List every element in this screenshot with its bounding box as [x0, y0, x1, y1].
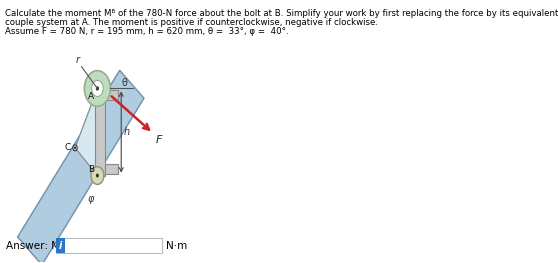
- Circle shape: [74, 146, 76, 149]
- Polygon shape: [105, 90, 118, 100]
- Circle shape: [96, 86, 99, 91]
- Text: Answer: Mᴮ =: Answer: Mᴮ =: [7, 241, 77, 251]
- Text: Calculate the moment Mᴮ of the 780-N force about the bolt at B. Simplify your wo: Calculate the moment Mᴮ of the 780-N for…: [5, 9, 558, 18]
- Text: couple system at A. The moment is positive if counterclockwise, negative if cloc: couple system at A. The moment is positi…: [5, 18, 378, 27]
- Circle shape: [91, 167, 104, 184]
- FancyBboxPatch shape: [56, 238, 162, 253]
- Text: Assume F = 780 N, r = 195 mm, h = 620 mm, θ =  33°, φ =  40°.: Assume F = 780 N, r = 195 mm, h = 620 mm…: [5, 27, 288, 36]
- Text: θ: θ: [122, 78, 128, 88]
- Text: A: A: [88, 92, 94, 102]
- Circle shape: [73, 145, 77, 151]
- Polygon shape: [18, 70, 144, 263]
- Circle shape: [84, 71, 110, 106]
- Circle shape: [92, 80, 103, 97]
- Text: φ: φ: [87, 194, 94, 204]
- Text: N·m: N·m: [166, 241, 187, 251]
- FancyBboxPatch shape: [56, 238, 65, 253]
- Polygon shape: [94, 88, 105, 175]
- Text: C: C: [64, 143, 71, 152]
- Polygon shape: [75, 88, 98, 175]
- Circle shape: [96, 174, 99, 178]
- Text: F: F: [155, 135, 162, 145]
- Polygon shape: [105, 164, 118, 174]
- Text: r: r: [75, 55, 79, 65]
- Text: i: i: [59, 241, 62, 251]
- Text: B: B: [88, 165, 94, 174]
- Text: h: h: [123, 127, 129, 137]
